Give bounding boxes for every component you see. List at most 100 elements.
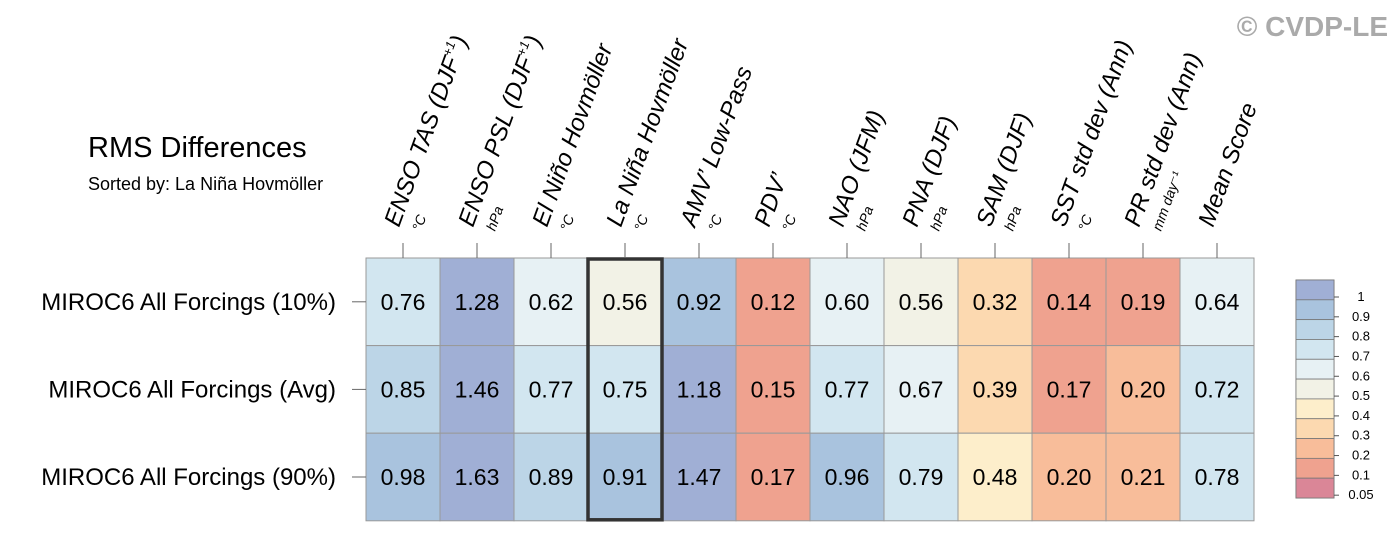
cell-value-label: 0.92 <box>677 289 722 315</box>
chart-subtitle: Sorted by: La Niña Hovmöller <box>88 174 323 194</box>
cell-value-label: 0.32 <box>973 289 1018 315</box>
heatmap-cell <box>661 345 737 434</box>
heatmap-cell <box>587 257 663 347</box>
cell-value-label: 1.47 <box>677 464 722 490</box>
cell-value-label: 0.17 <box>1047 376 1092 402</box>
heatmap-cell <box>439 257 515 347</box>
colorbar-label: 0.9 <box>1352 309 1370 324</box>
cell-value-label: 0.39 <box>973 376 1018 402</box>
colorbar-label: 0.5 <box>1352 388 1370 403</box>
column-unit-label: °C <box>705 212 726 233</box>
cell-value-label: 0.64 <box>1195 289 1240 315</box>
heatmap-cell <box>1179 257 1255 347</box>
column-label: El Niño Hovmöller <box>527 39 618 230</box>
colorbar-label: 0.4 <box>1352 408 1370 423</box>
colorbar-label: 0.6 <box>1352 368 1370 383</box>
cell-value-label: 0.75 <box>603 376 648 402</box>
colorbar-label: 0.8 <box>1352 329 1370 344</box>
cell-value-label: 0.72 <box>1195 376 1240 402</box>
heatmap-cell <box>809 432 885 522</box>
cell-value-label: 0.48 <box>973 464 1018 490</box>
column-header: NAO (JFM)hPa <box>823 107 890 233</box>
cell-value-label: 0.19 <box>1121 289 1166 315</box>
colorbar-swatch <box>1295 339 1335 360</box>
chart-title: RMS Differences <box>88 132 307 164</box>
colorbar-swatch <box>1295 457 1335 479</box>
cell-value-label: 0.15 <box>751 376 796 402</box>
cell-value-label: 1.18 <box>677 376 722 402</box>
colorbar-label: 0.3 <box>1352 428 1370 443</box>
column-unit-label: °C <box>1075 212 1096 233</box>
cell-value-label: 0.56 <box>603 289 648 315</box>
column-label: SST std dev (Ann) <box>1045 37 1137 230</box>
colorbar-swatch <box>1295 299 1335 321</box>
watermark-logo: © CVDP-LE <box>1237 11 1388 42</box>
heatmap-cell <box>439 345 515 434</box>
cell-value-label: 0.79 <box>899 464 944 490</box>
cell-value-label: 0.56 <box>899 289 944 315</box>
column-label: ENSO TAS (DJF+1) <box>378 32 473 231</box>
cell-value-label: 0.98 <box>381 464 426 490</box>
column-header: PNA (DJF)hPa <box>897 113 962 233</box>
cell-value-label: 0.78 <box>1195 464 1240 490</box>
heatmap-cell <box>1031 257 1107 347</box>
cell-value-label: 0.77 <box>529 376 574 402</box>
colorbar-label: 0.7 <box>1352 348 1370 363</box>
row-label: MIROC6 All Forcings (90%) <box>41 464 336 491</box>
heatmap-cell <box>1179 432 1255 522</box>
column-label: AMV’ Low-Pass <box>675 63 759 232</box>
cell-value-label: 0.60 <box>825 289 870 315</box>
heatmap-cell <box>1031 345 1107 434</box>
row-label: MIROC6 All Forcings (Avg) <box>48 376 336 403</box>
column-unit-label: °C <box>409 212 430 233</box>
colorbar-swatch <box>1295 358 1335 380</box>
heatmap-cell <box>513 432 589 522</box>
cell-value-label: 0.20 <box>1121 376 1166 402</box>
column-header: PDV’°C <box>749 169 800 233</box>
heatmap-cell <box>365 257 441 347</box>
colorbar-label: 0.05 <box>1348 487 1373 502</box>
column-unit-label: °C <box>779 212 800 233</box>
cell-value-label: 0.96 <box>825 464 870 490</box>
column-label: Mean Score <box>1193 99 1263 230</box>
colorbar-swatch <box>1295 418 1335 439</box>
cell-value-label: 0.89 <box>529 464 574 490</box>
column-label: NAO (JFM) <box>823 107 890 230</box>
cell-value-label: 0.76 <box>381 289 426 315</box>
heatmap-cell <box>365 345 441 434</box>
column-unit-label: °C <box>557 212 578 233</box>
heatmap-cell <box>735 345 811 434</box>
colorbar-swatch <box>1295 319 1335 340</box>
colorbar-label: 1 <box>1357 289 1364 304</box>
column-header: Mean Score <box>1193 99 1263 230</box>
heatmap-cell <box>587 432 663 522</box>
heatmap-cell <box>957 345 1033 434</box>
colorbar-swatch <box>1295 279 1335 301</box>
colorbar-swatch <box>1295 378 1335 400</box>
cell-value-label: 0.14 <box>1047 289 1092 315</box>
heatmap-cell <box>883 345 959 434</box>
heatmap-cell <box>883 257 959 347</box>
cell-value-label: 0.67 <box>899 376 944 402</box>
column-unit-label: °C <box>631 212 652 233</box>
cell-value-label: 0.62 <box>529 289 574 315</box>
column-header: SAM (DJF)hPa <box>971 109 1037 232</box>
cell-value-label: 0.21 <box>1121 464 1166 490</box>
colorbar-swatch <box>1295 438 1335 459</box>
heatmap-cell <box>735 257 811 347</box>
cell-value-label: 1.63 <box>455 464 500 490</box>
colorbar-swatch <box>1295 398 1335 420</box>
cell-value-label: 0.12 <box>751 289 796 315</box>
heatmap-cell <box>1179 345 1255 434</box>
colorbar-label: 0.2 <box>1352 448 1370 463</box>
colorbar-label: 0.1 <box>1352 467 1370 482</box>
cell-value-label: 0.77 <box>825 376 870 402</box>
column-label: ENSO PSL (DJF+1) <box>452 32 547 231</box>
heatmap-cell <box>1105 345 1181 434</box>
column-label: La Niña Hovmöller <box>601 34 694 230</box>
cell-value-label: 0.91 <box>603 464 648 490</box>
highlighted-column-border <box>586 257 664 522</box>
cell-value-label: 0.20 <box>1047 464 1092 490</box>
column-label: PNA (DJF) <box>897 113 962 230</box>
